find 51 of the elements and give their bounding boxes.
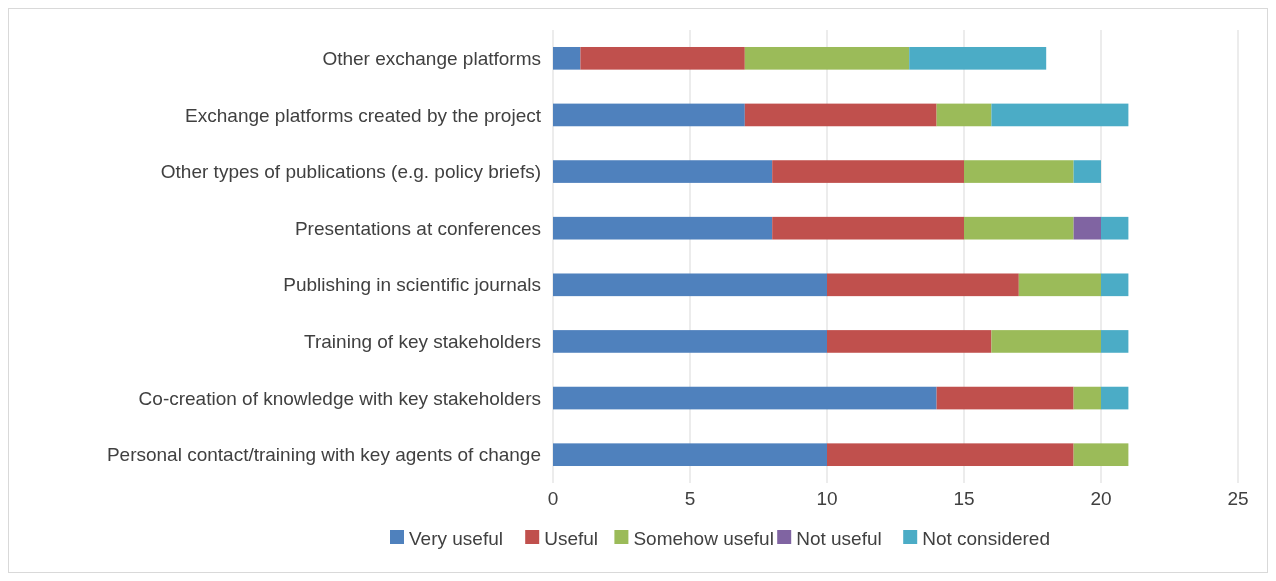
bar	[553, 216, 773, 240]
bar	[991, 330, 1101, 353]
y-tick-label: Training of key stakeholders	[304, 331, 541, 353]
bar	[744, 46, 910, 70]
bar	[553, 160, 773, 183]
bar	[1101, 386, 1129, 410]
bar	[1101, 273, 1129, 297]
bar	[991, 103, 1129, 127]
x-tick-label: 5	[684, 488, 696, 509]
y-tick-label: Personal contact/training with key agents of change	[106, 444, 541, 466]
bar	[553, 103, 745, 127]
x-tick-label: 15	[953, 488, 975, 509]
bar	[553, 330, 827, 353]
y-tick-label: Co-creation of knowledge with key stakeholders	[138, 387, 541, 409]
legend-label: Somehow useful	[633, 527, 774, 549]
bar	[1018, 273, 1101, 297]
y-tick-label: Other types of publications (e.g. policy briefs)	[160, 161, 541, 183]
bar	[1073, 216, 1101, 240]
bar	[772, 216, 964, 240]
y-tick-label: Other exchange platforms	[322, 47, 541, 69]
bar	[909, 46, 1047, 70]
bar	[1073, 386, 1101, 410]
legend-label: Very useful	[409, 527, 503, 549]
bar	[1101, 330, 1129, 353]
legend-label: Not useful	[796, 527, 882, 549]
bar	[827, 443, 1074, 467]
bar	[964, 216, 1074, 240]
bar	[744, 103, 937, 127]
bar	[936, 386, 1074, 410]
bar	[553, 46, 581, 70]
y-tick-label: Exchange platforms created by the project	[185, 104, 542, 126]
bar	[1101, 216, 1129, 240]
bar	[553, 443, 827, 467]
bar	[1073, 160, 1101, 183]
legend-label: Useful	[544, 527, 599, 549]
x-tick-label: 20	[1090, 488, 1112, 509]
bar	[827, 330, 992, 353]
bar	[936, 103, 992, 127]
bar	[827, 273, 1019, 297]
bar	[553, 386, 937, 410]
bar	[580, 46, 745, 70]
y-tick-label: Publishing in scientific journals	[283, 274, 541, 296]
bar	[772, 160, 964, 183]
bar	[964, 160, 1074, 183]
x-tick-label: 10	[816, 488, 838, 509]
x-tick-label: 0	[547, 488, 559, 509]
bar	[1073, 443, 1129, 467]
bar	[553, 273, 827, 297]
legend-label: Not considered	[922, 527, 1050, 549]
x-tick-label: 25	[1227, 488, 1249, 509]
y-tick-label: Presentations at conferences	[294, 217, 541, 239]
